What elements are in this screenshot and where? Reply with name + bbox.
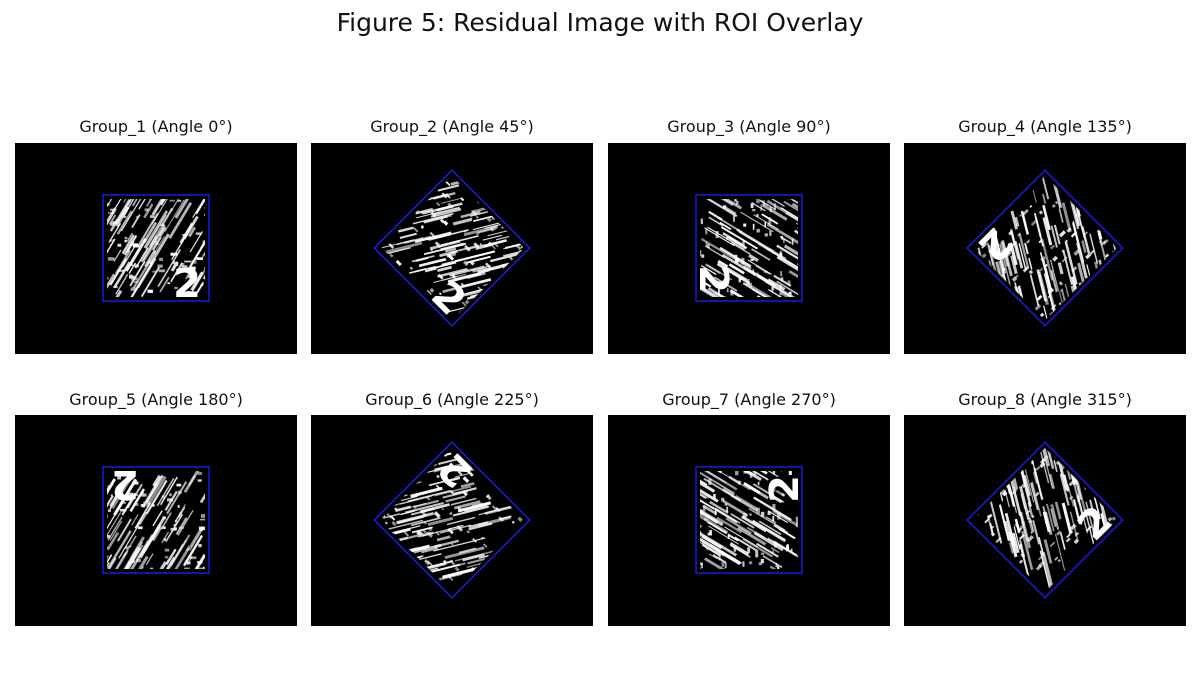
roi-outline (966, 441, 1124, 599)
roi-outline (102, 194, 210, 302)
digit-marker: 2 (690, 265, 736, 293)
digit-marker: 2 (173, 261, 201, 307)
residual-image: 2 (102, 461, 210, 574)
residual-image: 2 (690, 194, 803, 302)
digit-marker: 2 (762, 475, 808, 503)
panel-title-8: Group_8 (Angle 315°) (958, 390, 1132, 409)
panel-title-4: Group_4 (Angle 135°) (958, 117, 1132, 136)
residual-texture (975, 175, 1118, 321)
panel-group-1: 2 (15, 143, 297, 354)
residual-image: 2 (373, 169, 531, 327)
roi-outline (695, 466, 803, 574)
panel-title-3: Group_3 (Angle 90°) (667, 117, 831, 136)
residual-texture (107, 199, 205, 297)
residual-image: 2 (966, 441, 1124, 599)
panel-group-5: 2 (15, 415, 297, 626)
panel-title-2: Group_2 (Angle 45°) (370, 117, 534, 136)
panel-group-2: 2 (311, 143, 593, 354)
panel-group-7: 2 (608, 415, 890, 626)
roi-outline (966, 169, 1124, 327)
residual-texture (379, 452, 523, 593)
digit-marker: 2 (422, 272, 474, 324)
panel-title-1: Group_1 (Angle 0°) (79, 117, 233, 136)
panel-title-6: Group_6 (Angle 225°) (365, 390, 539, 409)
roi-outline (102, 466, 210, 574)
roi-outline (695, 194, 803, 302)
residual-texture (973, 447, 1117, 591)
residual-texture (700, 471, 798, 569)
residual-image: 2 (102, 194, 210, 307)
residual-image: 2 (966, 169, 1124, 327)
residual-image: 2 (695, 466, 808, 574)
roi-outline (373, 169, 531, 327)
digit-marker: 2 (111, 461, 139, 507)
panel-group-8: 2 (904, 415, 1186, 626)
panel-title-5: Group_5 (Angle 180°) (69, 390, 243, 409)
panel-group-3: 2 (608, 143, 890, 354)
panel-group-4: 2 (904, 143, 1186, 354)
roi-outline (373, 441, 531, 599)
panel-title-7: Group_7 (Angle 270°) (662, 390, 836, 409)
figure-title: Figure 5: Residual Image with ROI Overla… (336, 8, 864, 37)
residual-texture (700, 199, 798, 297)
panel-group-6: 2 (311, 415, 593, 626)
residual-texture (107, 471, 205, 569)
residual-image: 2 (373, 441, 531, 599)
